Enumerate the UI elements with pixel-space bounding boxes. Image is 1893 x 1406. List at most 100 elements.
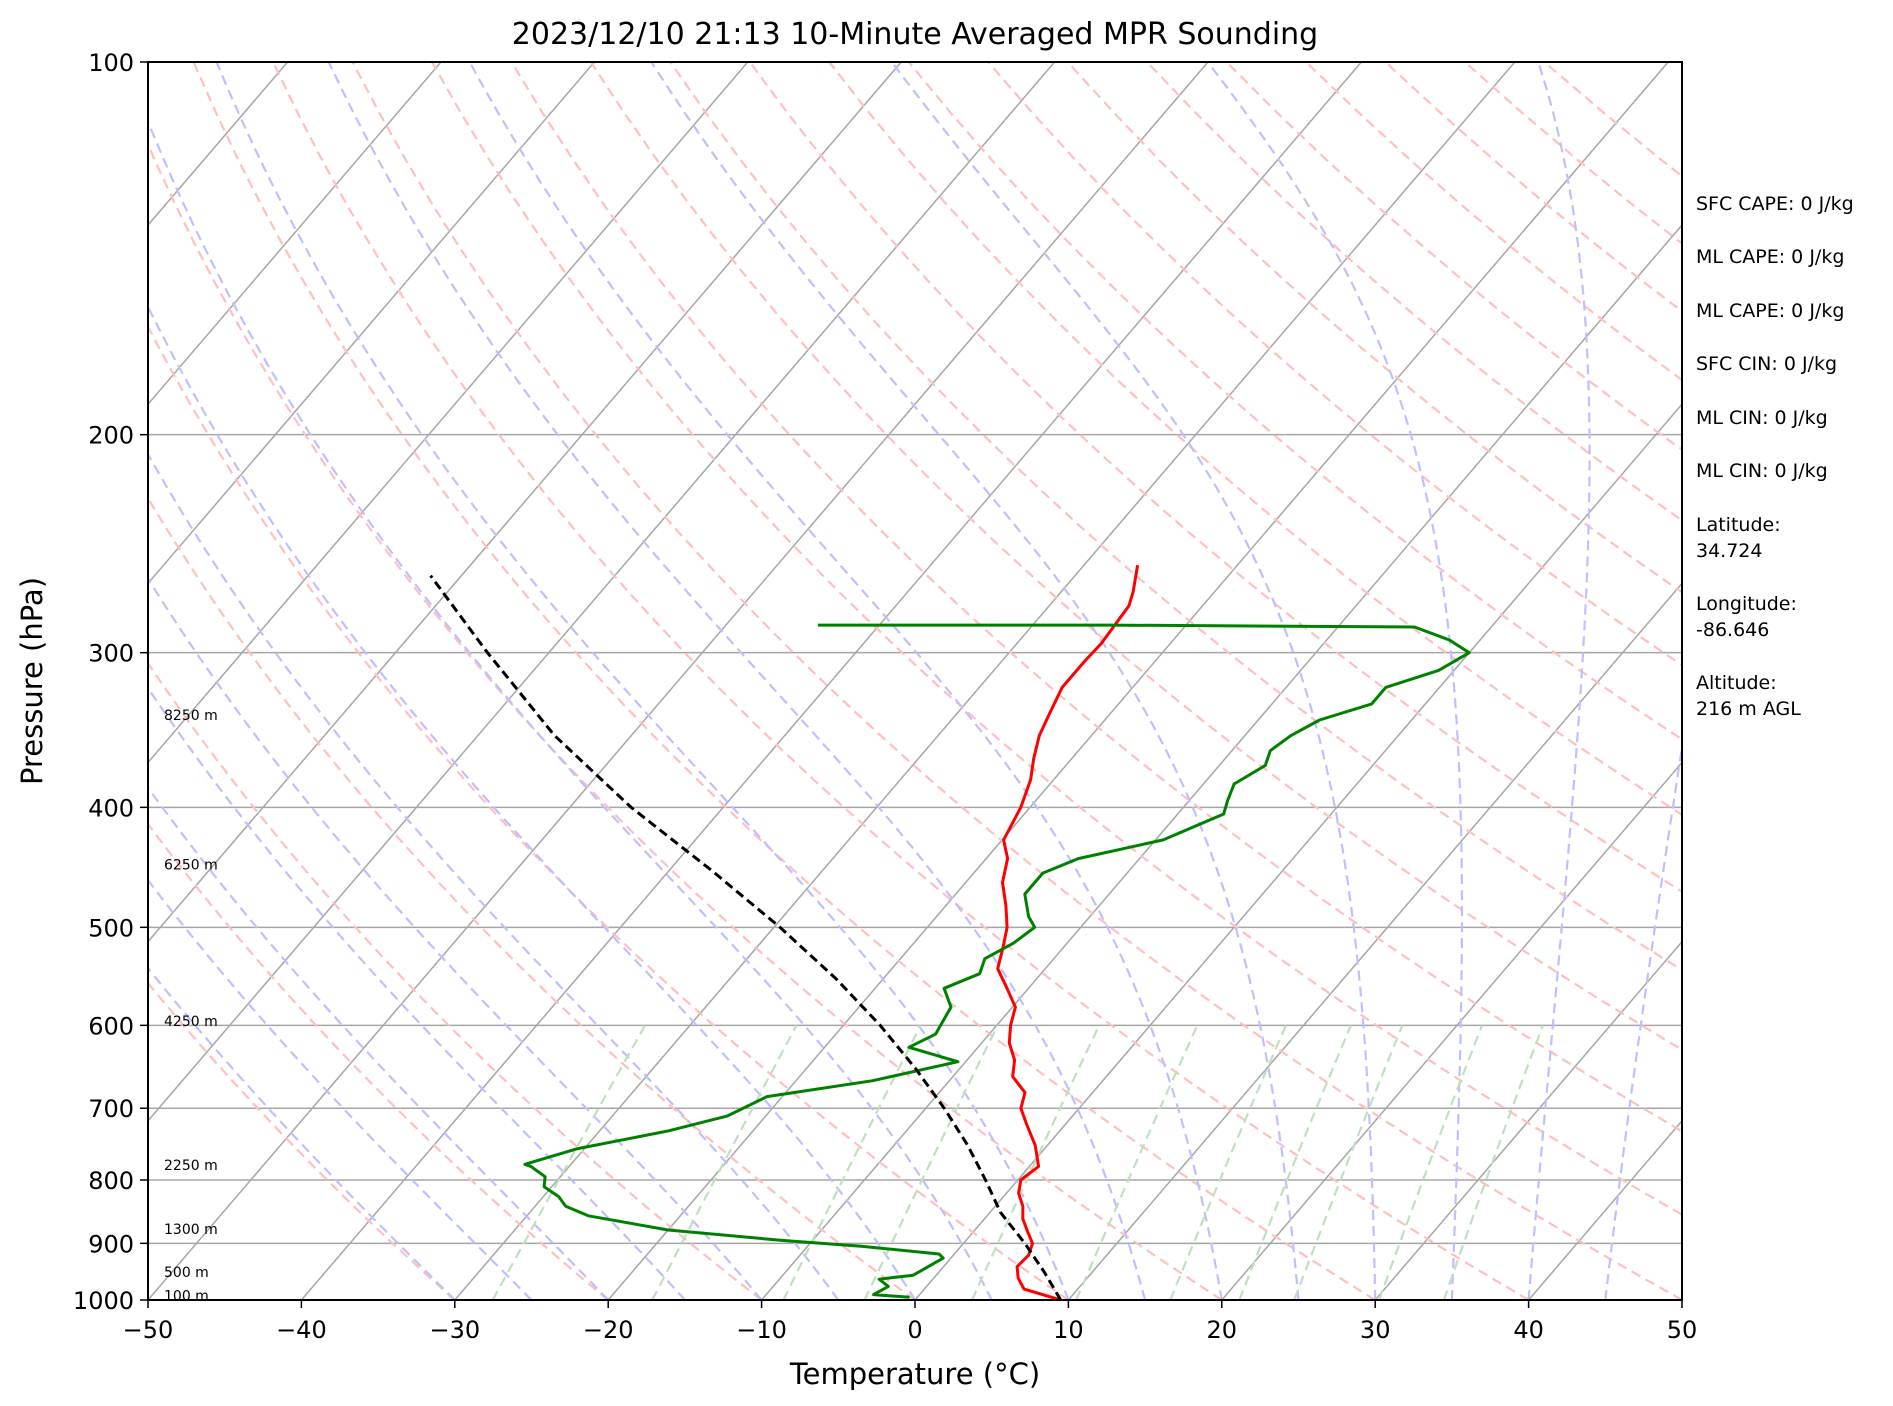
- x-axis-ticks: −50 −40 −30 −20 −10 0 10 20 30 40 50: [123, 1300, 1698, 1344]
- isotherm-line: [1067, 582, 1682, 1300]
- isotherm-line: [761, 223, 1682, 1300]
- param-ml-cin-2: ML CIN: 0 J/kg: [1696, 460, 1828, 482]
- dry-adiabat-line: [589, 62, 1682, 1052]
- mixing-ratio-line: [1293, 1024, 1404, 1300]
- x-tick-label: 20: [1207, 1316, 1238, 1344]
- x-tick-label: 0: [907, 1316, 922, 1344]
- mixing-ratio-lines: [491, 1024, 1544, 1300]
- mixing-ratio-line: [491, 1024, 646, 1300]
- chart-title: 2023/12/10 21:13 10-Minute Averaged MPR …: [512, 17, 1318, 52]
- latitude-value: 34.724: [1696, 540, 1762, 562]
- mixing-ratio-line: [1169, 1024, 1287, 1300]
- longitude-value: -86.646: [1696, 619, 1769, 641]
- moist-adiabat-line: [327, 62, 1147, 1300]
- height-label: 8250 m: [164, 708, 218, 724]
- param-ml-cape-2: ML CAPE: 0 J/kg: [1696, 300, 1844, 322]
- dry-adiabat-line: [148, 661, 763, 1300]
- dry-adiabat-line: [351, 62, 1682, 1300]
- dry-adiabat-line: [148, 324, 1070, 1300]
- moist-adiabat-line: [890, 62, 1377, 1300]
- y-tick-label: 700: [88, 1095, 134, 1123]
- moist-adiabat-line: [148, 118, 993, 1300]
- isotherm-line: [300, 62, 1362, 1300]
- dry-adiabat-line: [828, 62, 1682, 817]
- y-tick-label: 800: [88, 1167, 134, 1195]
- x-tick-label: 50: [1667, 1316, 1698, 1344]
- dry-adiabat-line: [748, 62, 1682, 893]
- isotherm-line: [148, 62, 442, 406]
- height-label: 500 m: [164, 1265, 209, 1281]
- moist-adiabat-line: [215, 62, 1070, 1300]
- plot-area: [148, 62, 1682, 1300]
- y-tick-label: 900: [88, 1230, 134, 1258]
- mixing-ratio-line: [1075, 1024, 1199, 1300]
- longitude-label: Longitude:: [1696, 593, 1797, 615]
- isotherm-line: [454, 62, 1516, 1300]
- mixing-ratio-line: [1378, 1025, 1484, 1300]
- x-tick-label: 40: [1513, 1316, 1544, 1344]
- dry-adiabat-line: [272, 62, 1530, 1300]
- dry-adiabat-line: [148, 981, 456, 1300]
- temperature-profile-line: [996, 565, 1140, 1300]
- mixing-ratio-line: [651, 1024, 798, 1300]
- param-sfc-cin: SFC CIN: 0 J/kg: [1696, 353, 1837, 375]
- x-tick-label: −50: [123, 1316, 174, 1344]
- moist-adiabat-line: [1527, 62, 1591, 1300]
- sounding-series: [429, 565, 1471, 1300]
- mixing-ratio-line: [971, 1024, 1101, 1300]
- isotherm-line: [148, 62, 595, 585]
- dry-adiabat-line: [148, 496, 916, 1300]
- x-axis-label: Temperature (°C): [789, 1357, 1040, 1391]
- mixing-ratio-line: [1238, 1024, 1352, 1300]
- altitude-label: Altitude:: [1696, 672, 1777, 694]
- moist-adiabat-line: [148, 576, 763, 1300]
- x-tick-label: −10: [736, 1316, 787, 1344]
- isotherm-line: [148, 62, 749, 764]
- dry-adiabat-line: [987, 62, 1682, 667]
- isotherm-line: [148, 62, 1056, 1122]
- x-tick-label: −20: [583, 1316, 634, 1344]
- y-tick-label: 1000: [73, 1287, 134, 1315]
- mixing-ratio-line: [782, 1024, 922, 1300]
- isotherm-line: [148, 62, 1209, 1300]
- y-tick-label: 500: [88, 914, 134, 942]
- parameter-panel: SFC CAPE: 0 J/kg ML CAPE: 0 J/kg ML CAPE…: [1696, 193, 1854, 720]
- moist-adiabat-lines: [148, 62, 1682, 1300]
- dry-adiabat-lines: [148, 62, 1682, 1300]
- param-ml-cin: ML CIN: 0 J/kg: [1696, 407, 1828, 429]
- altitude-value: 216 m AGL: [1696, 698, 1801, 720]
- dewpoint-profile-line: [523, 623, 1471, 1299]
- param-ml-cape: ML CAPE: 0 J/kg: [1696, 246, 1844, 268]
- y-tick-label: 100: [88, 49, 134, 77]
- moist-adiabat-line: [148, 686, 686, 1300]
- moist-adiabat-line: [468, 62, 1223, 1300]
- y-axis-ticks: 100 200 300 400 500 600 700 800 900 1000: [73, 49, 148, 1315]
- y-axis-label: Pressure (hPa): [15, 577, 49, 785]
- dry-adiabat-line: [148, 141, 1223, 1300]
- moist-adiabat-line: [1604, 740, 1682, 1300]
- height-labels: 8250 m 6250 m 4250 m 2250 m 1300 m 500 m 100 m: [164, 708, 218, 1304]
- mixing-ratio-line: [863, 1024, 999, 1300]
- y-tick-label: 200: [88, 422, 134, 450]
- isotherm-line: [914, 403, 1682, 1300]
- height-label: 100 m: [164, 1289, 209, 1305]
- x-tick-label: 10: [1053, 1316, 1084, 1344]
- moist-adiabat-line: [1206, 62, 1464, 1300]
- x-tick-label: −40: [276, 1316, 327, 1344]
- height-label: 4250 m: [164, 1014, 218, 1030]
- latitude-label: Latitude:: [1696, 514, 1781, 536]
- isotherm-lines: [148, 62, 1682, 1300]
- dry-adiabat-line: [192, 62, 1376, 1300]
- dry-adiabat-line: [430, 62, 1682, 1216]
- dry-adiabat-line: [510, 62, 1682, 1133]
- moist-adiabat-line: [148, 966, 456, 1300]
- moist-adiabat-line: [650, 62, 1300, 1300]
- isotherm-line: [1221, 761, 1682, 1300]
- y-tick-label: 300: [88, 640, 134, 668]
- moist-adiabat-line: [148, 451, 840, 1300]
- height-label: 2250 m: [164, 1158, 218, 1174]
- param-sfc-cape: SFC CAPE: 0 J/kg: [1696, 193, 1854, 215]
- isotherm-line: [148, 62, 902, 943]
- isotherm-line: [1374, 940, 1682, 1300]
